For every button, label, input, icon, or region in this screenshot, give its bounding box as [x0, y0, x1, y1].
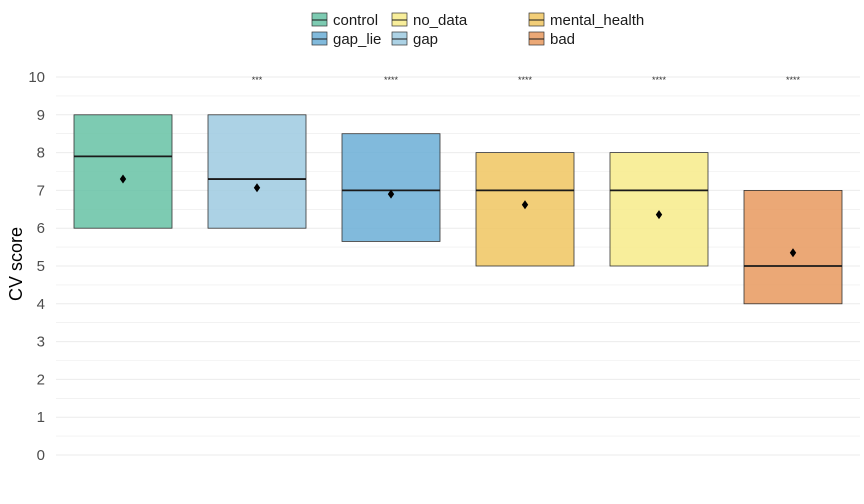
box-body [743, 189, 843, 305]
y-tick-label: 6 [37, 220, 45, 237]
y-axis-title: CV score [6, 227, 26, 301]
significance-label: **** [384, 75, 399, 85]
y-tick-label: 8 [37, 145, 45, 162]
y-axis-ticks: 0 1 2 3 4 5 6 7 8 9 10 [28, 69, 45, 464]
legend-item-gap: gap [391, 31, 438, 48]
box-body [341, 133, 441, 242]
mean-marker [521, 200, 529, 210]
mean-marker [119, 174, 127, 184]
y-tick-label: 2 [37, 371, 45, 388]
legend-label: gap_lie [333, 31, 381, 48]
y-tick-label: 7 [37, 182, 45, 199]
box-body [609, 152, 709, 267]
mean-marker [253, 183, 261, 193]
box-mental-health: **** [475, 75, 575, 267]
legend-label: no_data [413, 12, 468, 29]
y-tick-label: 10 [28, 69, 45, 86]
legend-label: bad [550, 31, 575, 48]
box-bad: **** [743, 75, 843, 305]
mean-marker [387, 189, 395, 199]
legend-label: gap [413, 31, 438, 48]
legend-item-gap-lie: gap_lie [311, 31, 381, 48]
box-control [73, 114, 173, 229]
significance-label: **** [652, 75, 667, 85]
legend-label: control [333, 12, 378, 29]
box-body [475, 152, 575, 267]
legend-item-mental-health: mental_health [528, 12, 644, 29]
legend-item-no-data: no_data [391, 12, 468, 29]
box-body [207, 114, 307, 229]
box-gap: *** [207, 75, 307, 229]
significance-label: **** [518, 75, 533, 85]
significance-label: **** [786, 75, 801, 85]
y-tick-label: 5 [37, 258, 45, 275]
y-tick-label: 4 [37, 296, 45, 313]
mean-marker [655, 210, 663, 220]
y-tick-label: 1 [37, 409, 45, 426]
y-tick-label: 0 [37, 447, 45, 464]
box-body [73, 114, 173, 229]
significance-label: *** [252, 75, 263, 85]
legend-label: mental_health [550, 12, 644, 29]
box-gap-lie: **** [341, 75, 441, 242]
y-tick-label: 3 [37, 334, 45, 351]
mean-marker [789, 248, 797, 258]
grid-lines [56, 76, 860, 456]
legend-item-bad: bad [528, 31, 575, 48]
y-tick-label: 9 [37, 107, 45, 124]
boxes: *** **** **** **** **** [73, 75, 843, 305]
legend-item-control: control [311, 12, 378, 29]
box-no-data: **** [609, 75, 709, 267]
